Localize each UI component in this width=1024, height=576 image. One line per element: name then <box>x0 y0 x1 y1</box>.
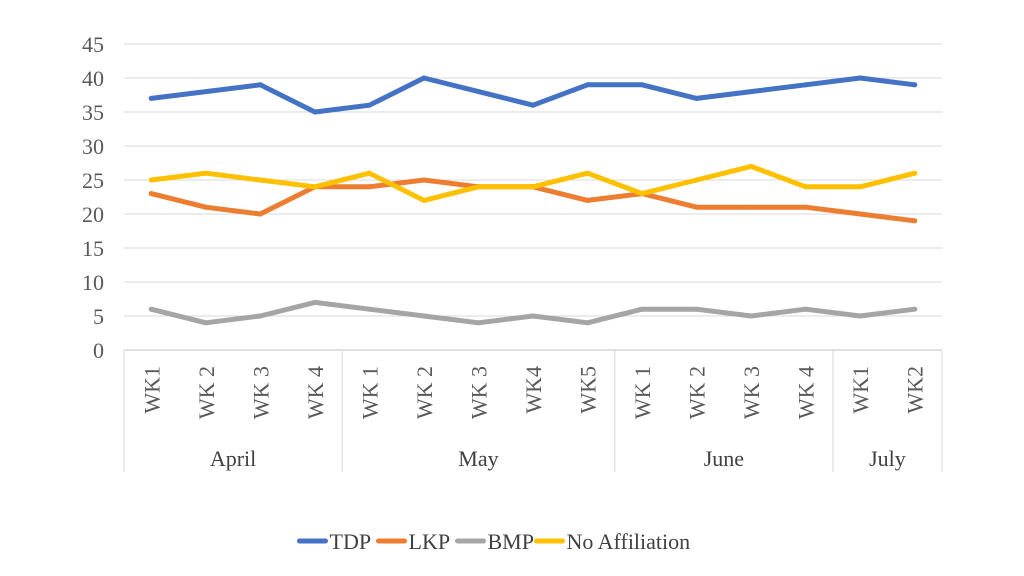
data-point <box>530 313 536 319</box>
gridlines <box>124 43 942 351</box>
data-point <box>585 197 591 203</box>
y-tick-label: 25 <box>82 168 104 193</box>
data-point <box>803 184 809 190</box>
data-point <box>148 177 154 183</box>
data-point <box>748 89 754 95</box>
y-tick-label: 35 <box>82 100 104 125</box>
x-tick-label: WK 2 <box>194 366 219 419</box>
data-point <box>421 75 427 81</box>
legend-label: TDP <box>330 529 372 554</box>
series-line <box>148 163 918 203</box>
data-point <box>857 313 863 319</box>
data-point <box>203 320 209 326</box>
data-point <box>912 170 918 176</box>
x-tick-label: WK1 <box>139 366 164 414</box>
x-group-label: April <box>210 446 256 471</box>
data-point <box>912 218 918 224</box>
data-point <box>585 320 591 326</box>
data-point <box>857 211 863 217</box>
data-point <box>421 313 427 319</box>
data-point <box>803 82 809 88</box>
data-point <box>421 177 427 183</box>
data-point <box>530 184 536 190</box>
series-line <box>148 299 918 326</box>
x-tick-label: WK1 <box>848 366 873 414</box>
data-point <box>148 95 154 101</box>
data-point <box>803 306 809 312</box>
y-tick-label: 0 <box>93 338 104 363</box>
legend-label: LKP <box>409 529 451 554</box>
data-point <box>694 177 700 183</box>
data-point <box>748 313 754 319</box>
x-tick-label: WK 3 <box>739 366 764 419</box>
data-point <box>639 191 645 197</box>
data-point <box>421 197 427 203</box>
data-point <box>857 184 863 190</box>
data-point <box>312 109 318 115</box>
data-point <box>585 170 591 176</box>
x-group-label: May <box>458 446 498 471</box>
x-tick-label: WK2 <box>903 366 928 414</box>
data-point <box>803 204 809 210</box>
data-point <box>203 204 209 210</box>
series-lines <box>148 75 918 326</box>
data-point <box>475 89 481 95</box>
data-point <box>857 75 863 81</box>
data-point <box>148 191 154 197</box>
data-point <box>748 163 754 169</box>
data-point <box>530 102 536 108</box>
data-point <box>748 204 754 210</box>
x-tick-label: WK 4 <box>303 366 328 419</box>
data-point <box>257 313 263 319</box>
x-tick-label: WK 2 <box>685 366 710 419</box>
data-point <box>694 95 700 101</box>
x-tick-label: WK 4 <box>794 366 819 419</box>
data-point <box>694 204 700 210</box>
y-tick-label: 15 <box>82 236 104 261</box>
legend-label: BMP <box>488 529 534 554</box>
data-point <box>203 170 209 176</box>
x-tick-label: WK5 <box>576 366 601 414</box>
data-point <box>366 170 372 176</box>
y-tick-label: 30 <box>82 134 104 159</box>
data-point <box>366 306 372 312</box>
data-point <box>639 82 645 88</box>
y-tick-label: 10 <box>82 270 104 295</box>
x-tick-label: WK 3 <box>248 366 273 419</box>
data-point <box>366 102 372 108</box>
data-point <box>312 184 318 190</box>
x-tick-label: WK 2 <box>412 366 437 419</box>
x-tick-label: WK 3 <box>466 366 491 419</box>
x-tick-label: WK 1 <box>630 366 655 419</box>
data-point <box>366 184 372 190</box>
data-point <box>912 82 918 88</box>
y-tick-label: 40 <box>82 66 104 91</box>
x-group-label: July <box>869 446 906 471</box>
data-point <box>257 82 263 88</box>
x-tick-label: WK4 <box>521 366 546 414</box>
data-point <box>203 89 209 95</box>
data-point <box>257 211 263 217</box>
data-point <box>257 177 263 183</box>
x-group-label: June <box>704 446 744 471</box>
data-point <box>912 306 918 312</box>
data-point <box>585 82 591 88</box>
data-point <box>475 320 481 326</box>
data-point <box>475 184 481 190</box>
data-point <box>694 306 700 312</box>
y-tick-label: 5 <box>93 304 104 329</box>
data-point <box>148 306 154 312</box>
legend: TDP LKP BMP No Affiliation <box>297 529 691 554</box>
x-tick-label: WK 1 <box>357 366 382 419</box>
legend-label: No Affiliation <box>567 529 691 554</box>
axes: 0 5 10 15 20 25 30 35 40 45 WK1 WK 2 WK 3 WK 4 WK 1 WK … <box>82 32 943 472</box>
y-tick-label: 45 <box>82 32 104 57</box>
y-tick-label: 20 <box>82 202 104 227</box>
data-point <box>639 306 645 312</box>
data-point <box>312 299 318 305</box>
